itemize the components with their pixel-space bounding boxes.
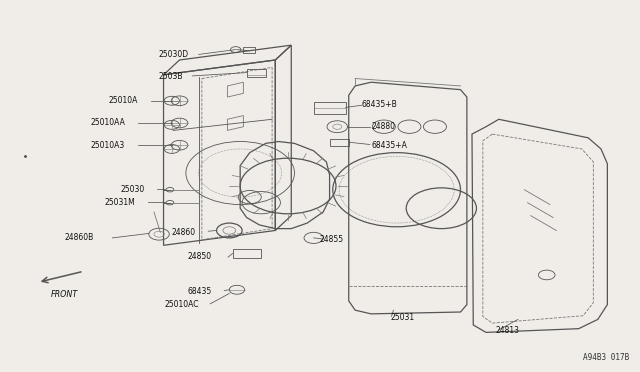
Bar: [330, 138, 349, 146]
Text: 68435: 68435: [187, 287, 211, 296]
Text: 2503B: 2503B: [158, 72, 182, 81]
Text: 25010AC: 25010AC: [164, 300, 198, 309]
Text: 24850: 24850: [188, 252, 211, 261]
Text: 25030: 25030: [120, 185, 145, 194]
Text: FRONT: FRONT: [51, 290, 78, 299]
Text: 24860: 24860: [172, 228, 195, 237]
Text: 24860B: 24860B: [64, 233, 93, 243]
Text: 24880: 24880: [371, 122, 395, 131]
Bar: [246, 68, 266, 77]
Text: 25031: 25031: [390, 313, 414, 322]
Bar: [232, 249, 261, 258]
Text: 24855: 24855: [320, 235, 344, 244]
Bar: [314, 102, 346, 114]
Text: 68435+A: 68435+A: [371, 141, 407, 150]
Text: 25010A: 25010A: [109, 96, 138, 105]
Text: 25030D: 25030D: [159, 50, 189, 59]
Text: 25010A3: 25010A3: [91, 141, 125, 150]
Text: 68435+B: 68435+B: [362, 100, 397, 109]
Text: 25010AA: 25010AA: [90, 119, 125, 128]
Text: 25031M: 25031M: [104, 198, 135, 207]
Text: 24813: 24813: [495, 326, 520, 335]
Text: A94B3 017B: A94B3 017B: [584, 353, 630, 362]
Bar: [243, 47, 255, 52]
